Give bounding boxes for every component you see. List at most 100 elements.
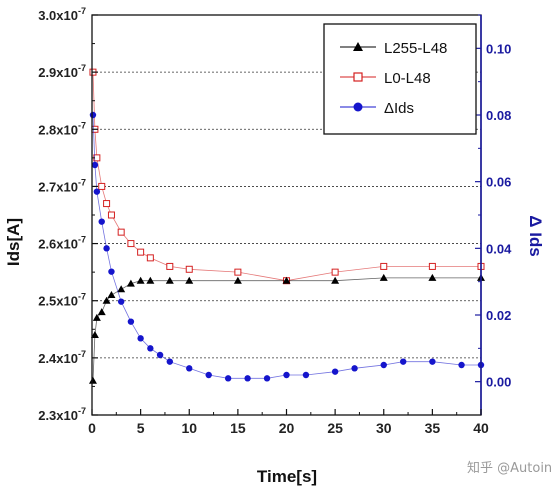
legend-item-l255-l48: L255-L48 [340,40,447,57]
y-tick-label: 2.7x10-7 [38,177,86,194]
data-point [380,361,387,369]
data-point [156,351,164,359]
data-point [102,296,111,304]
y-tick-label: 3.0x10-7 [38,6,86,23]
data-point [117,298,125,305]
y-tick-exponent: -7 [78,120,86,130]
data-point [186,365,193,372]
data-point [126,279,135,287]
y-tick-label: 2.9x10-7 [38,63,86,80]
data-point [428,273,437,281]
series-line [92,72,481,282]
data-point [233,276,242,284]
data-point [263,375,271,382]
ticks: 2.3x10-72.4x10-72.5x10-72.6x10-72.7x10-7… [38,6,512,436]
legend-box [323,23,477,135]
x-tick-label: 15 [230,420,246,436]
data-point [147,345,154,352]
data-point [302,371,310,379]
data-point [88,376,97,384]
data-point [89,111,97,119]
data-point [146,254,154,262]
data-point [117,228,125,236]
x-tick-label: 40 [473,420,489,436]
y-tick-mantissa: 2.6x10 [38,237,78,252]
x-tick-label: 5 [137,420,145,436]
y-tick-exponent: -7 [78,292,86,302]
data-point [93,188,101,195]
y-tick-exponent: -7 [78,177,86,187]
data-point [90,331,99,338]
legend-label-l0-l48: L0-L48 [384,70,431,87]
data-point [166,262,174,270]
data-point [379,273,388,281]
y2-tick-label: 0.10 [486,41,511,56]
legend-marker-square [353,72,363,82]
y2-tick-label: 0.04 [486,241,512,256]
legend-item-l0-l48: L0-L48 [340,70,431,87]
data-point [458,361,465,369]
y-tick-exponent: -7 [78,235,86,245]
y-tick-exponent: -7 [78,349,86,359]
data-point [351,365,358,372]
y-tick-label: 2.5x10-7 [38,292,86,309]
y2-axis-title: Δ Ids [526,215,545,257]
y-tick-label: 2.8x10-7 [38,120,86,137]
y2-tick-label: 0.00 [486,375,511,390]
y-tick-label: 2.4x10-7 [38,349,86,366]
data-point [331,268,339,276]
legend-marker-triangle [353,42,363,51]
y-tick-label: 2.6x10-7 [38,235,86,252]
y2-tick-label: 0.02 [486,308,511,323]
data-point [98,218,105,225]
data-point [136,276,145,284]
data-point [428,262,436,270]
data-point [224,375,232,382]
data-point [108,268,115,275]
data-point [107,291,116,298]
y-tick-mantissa: 2.7x10 [38,179,78,194]
data-point [244,375,251,382]
data-point [127,240,135,248]
legend: L255-L48 L0-L48 ΔIds [323,23,477,135]
data-point [98,182,106,190]
x-tick-label: 30 [376,420,392,436]
y-tick-mantissa: 2.3x10 [38,408,78,423]
x-axis-title: Time[s] [257,467,317,486]
data-point [165,276,174,284]
x-tick-label: 10 [181,420,197,436]
data-point [205,371,212,379]
data-point [146,276,155,284]
y2-tick-label: 0.06 [486,175,511,190]
data-point [185,276,194,284]
series-ΔIds [89,111,485,382]
y-tick-mantissa: 2.8x10 [38,122,78,137]
data-point [127,318,135,325]
watermark: 知乎 @Autoinfo [467,460,551,476]
data-point [91,161,99,169]
data-point [137,335,144,342]
y-tick-mantissa: 2.9x10 [38,65,78,80]
y-axis-title: Ids[A] [4,218,23,266]
data-point [331,276,340,284]
y-tick-label: 2.3x10-7 [38,406,86,423]
x-tick-label: 25 [327,420,343,436]
series-line [92,114,481,379]
legend-label-l255-l48: L255-L48 [384,40,447,57]
data-point [234,268,242,276]
data-point [282,276,291,284]
data-point [380,262,388,270]
legend-label-delta-ids: ΔIds [384,100,414,117]
data-point [400,358,407,365]
y-tick-mantissa: 3.0x10 [38,8,78,23]
y-tick-exponent: -7 [78,63,86,73]
x-tick-label: 20 [279,420,295,436]
series-layer [88,68,485,384]
y-tick-exponent: -7 [78,406,86,416]
data-point [331,368,339,375]
legend-marker-circle [353,102,363,112]
y2-tick-label: 0.08 [486,108,511,123]
data-point [283,371,290,379]
data-point [429,358,436,365]
